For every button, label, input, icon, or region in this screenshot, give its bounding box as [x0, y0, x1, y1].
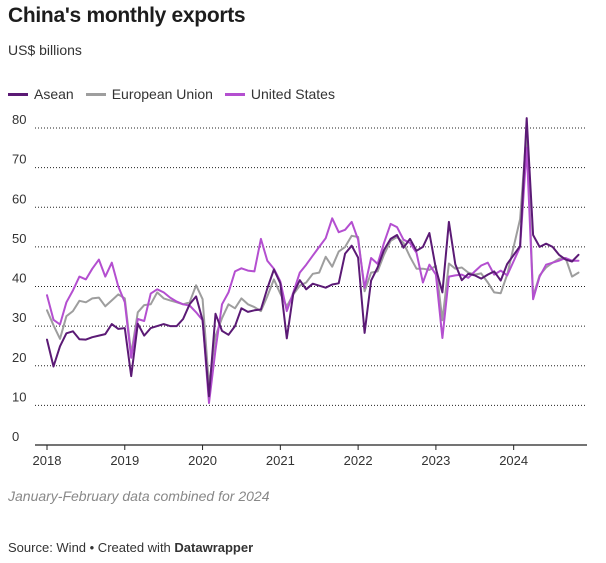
x-tick-label-2023: 2023 [421, 453, 450, 468]
x-tick-label-2024: 2024 [499, 453, 528, 468]
legend-item-united-states: United States [224, 86, 335, 102]
y-tick-label-10: 10 [12, 389, 26, 404]
y-tick-label-60: 60 [12, 191, 26, 206]
x-tick-label-2021: 2021 [266, 453, 295, 468]
y-tick-label-30: 30 [12, 310, 26, 325]
x-tick-label-2022: 2022 [344, 453, 373, 468]
legend-item-asean: Asean [8, 86, 74, 102]
footer: Source: Wind • Created with Datawrapper [8, 540, 253, 555]
series-lines [46, 117, 580, 404]
gridlines [35, 127, 587, 406]
y-tick-label-0: 0 [12, 429, 19, 444]
y-tick-label-50: 50 [12, 231, 26, 246]
legend: Asean European Union United States [8, 86, 347, 102]
chart-title: China's monthly exports [8, 4, 246, 27]
legend-label-united-states: United States [250, 86, 335, 102]
legend-swatch-european-union [85, 92, 106, 96]
legend-label-asean: Asean [34, 86, 74, 102]
x-axis: 2018 2019 2020 2021 2022 2023 2024 [33, 444, 587, 468]
x-tick-label-2019: 2019 [110, 453, 139, 468]
series-line-united-states [46, 146, 580, 404]
chart-subtitle: US$ billions [8, 42, 82, 58]
chart-note: January-February data combined for 2024 [8, 488, 270, 504]
y-tick-label-20: 20 [12, 350, 26, 365]
y-tick-label-70: 70 [12, 152, 26, 167]
series-line-asean [46, 117, 580, 398]
legend-item-european-union: European Union [85, 86, 213, 102]
y-tick-label-40: 40 [12, 271, 26, 286]
y-axis-tick-labels: 0 10 20 30 40 50 60 70 80 [12, 112, 26, 444]
source-text: Source: Wind • Created with [8, 540, 175, 555]
legend-swatch-asean [8, 92, 28, 96]
datawrapper-brand: Datawrapper [174, 540, 254, 555]
legend-label-european-union: European Union [111, 86, 213, 102]
y-tick-label-80: 80 [12, 112, 26, 127]
x-tick-label-2020: 2020 [188, 453, 217, 468]
x-tick-label-2018: 2018 [33, 453, 62, 468]
legend-swatch-united-states [224, 92, 245, 96]
